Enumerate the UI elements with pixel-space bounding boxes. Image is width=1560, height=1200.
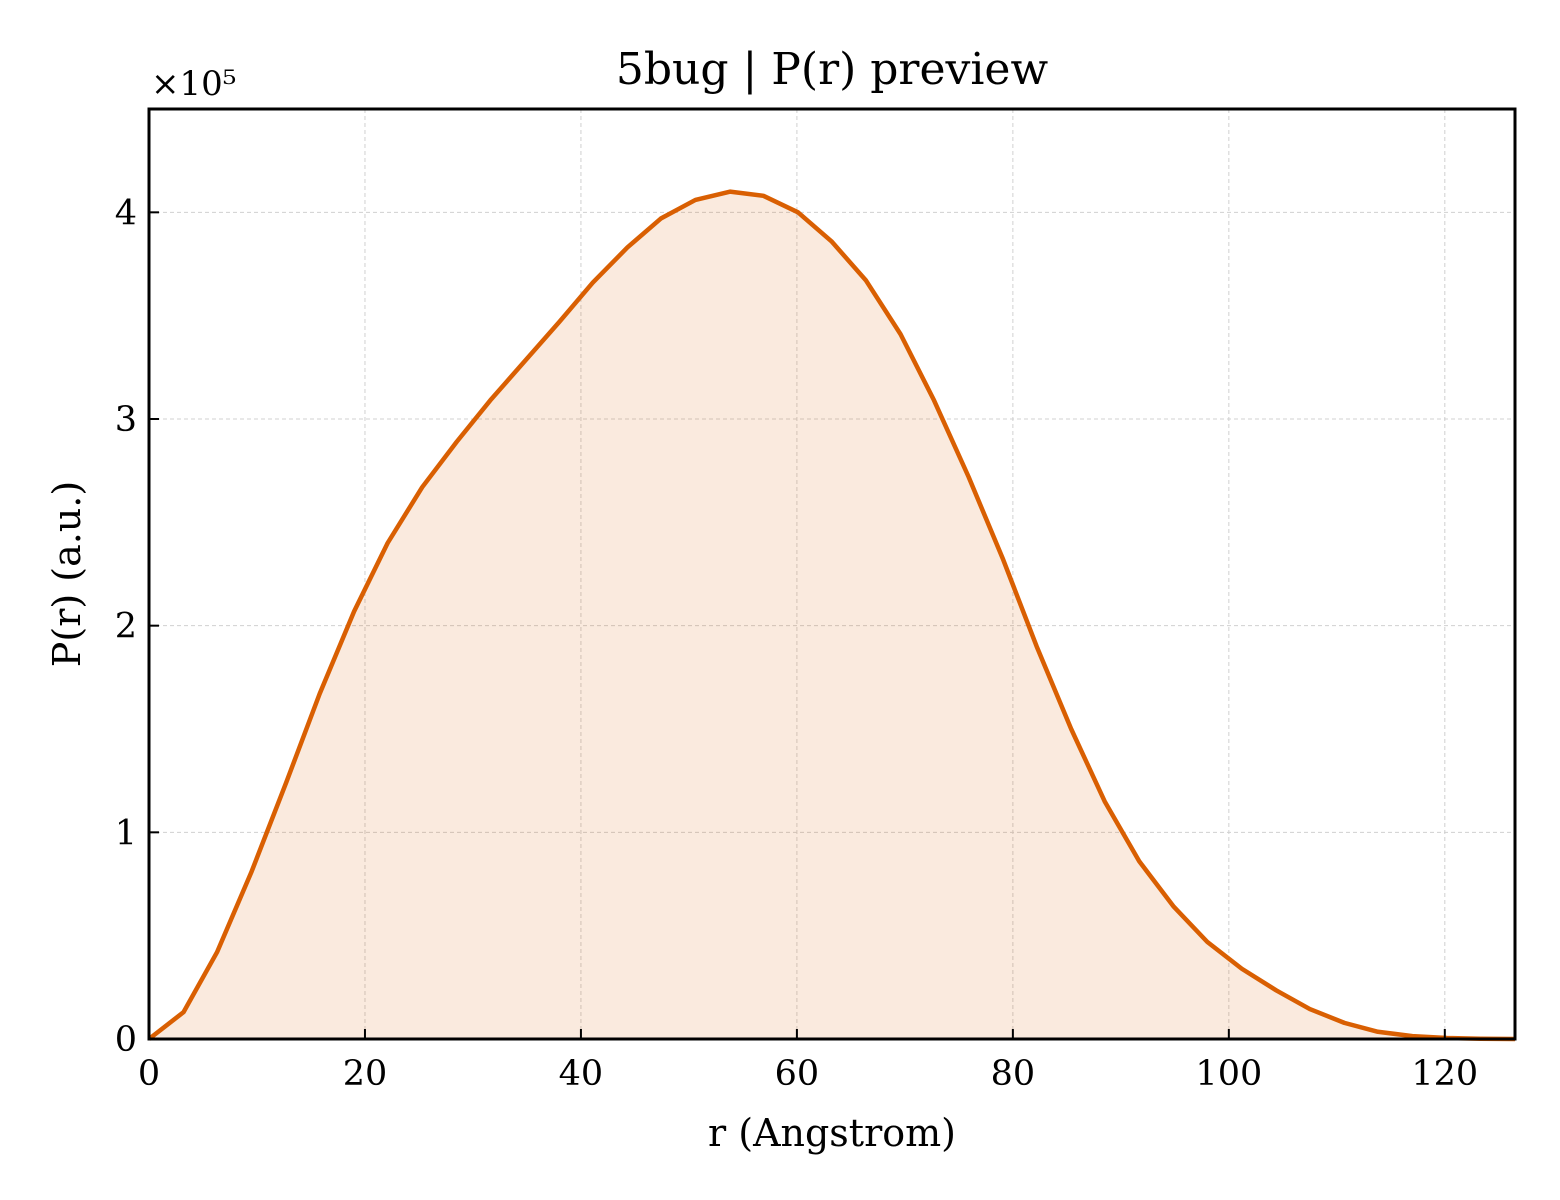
x-tick-label: 20 <box>343 1054 388 1094</box>
y-multiplier-label: ×10⁵ <box>151 64 236 104</box>
grid <box>149 109 1515 1039</box>
x-tick-label: 100 <box>1195 1054 1262 1094</box>
x-tick-label: 0 <box>138 1054 160 1094</box>
x-axis-label: r (Angstrom) <box>708 1111 956 1155</box>
pr-curve-line <box>147 189 1516 1042</box>
y-tick-label: 3 <box>115 400 137 440</box>
chart-title: 5bug | P(r) preview <box>616 44 1049 95</box>
y-tick-label: 4 <box>115 193 137 233</box>
x-tick-label: 60 <box>775 1054 820 1094</box>
x-tick-label: 40 <box>559 1054 604 1094</box>
plot-frame <box>147 107 1517 1041</box>
y-tick-label: 0 <box>115 1020 137 1060</box>
y-axis-label: P(r) (a.u.) <box>45 481 89 667</box>
y-tick-label: 1 <box>115 813 137 853</box>
y-tick-label: 2 <box>115 607 137 647</box>
ticks: 0 20 40 60 80 100 120 0 1 2 3 4 <box>115 193 1478 1094</box>
x-tick-label: 120 <box>1411 1054 1478 1094</box>
x-tick-label: 80 <box>991 1054 1036 1094</box>
